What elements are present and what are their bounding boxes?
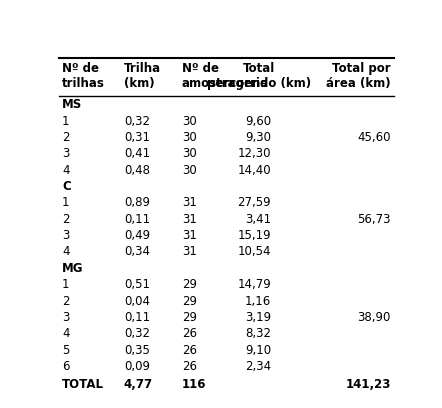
Text: 0,04: 0,04 bbox=[124, 295, 150, 308]
Text: 141,23: 141,23 bbox=[346, 378, 391, 391]
Text: 29: 29 bbox=[182, 311, 197, 324]
Text: 0,32: 0,32 bbox=[124, 327, 150, 340]
Text: 14,40: 14,40 bbox=[237, 164, 271, 177]
Text: 0,32: 0,32 bbox=[124, 115, 150, 128]
Text: 1: 1 bbox=[62, 115, 69, 128]
Text: 2: 2 bbox=[62, 295, 69, 308]
Text: 38,90: 38,90 bbox=[358, 311, 391, 324]
Text: 4: 4 bbox=[62, 246, 69, 259]
Text: 5: 5 bbox=[62, 344, 69, 357]
Text: 27,59: 27,59 bbox=[237, 197, 271, 209]
Text: 30: 30 bbox=[182, 115, 197, 128]
Text: 3,41: 3,41 bbox=[245, 213, 271, 226]
Text: 3: 3 bbox=[62, 311, 69, 324]
Text: 15,19: 15,19 bbox=[237, 229, 271, 242]
Text: 0,11: 0,11 bbox=[124, 311, 150, 324]
Text: 9,30: 9,30 bbox=[245, 131, 271, 144]
Text: 0,48: 0,48 bbox=[124, 164, 150, 177]
Text: 3: 3 bbox=[62, 229, 69, 242]
Text: 0,41: 0,41 bbox=[124, 147, 150, 160]
Text: 29: 29 bbox=[182, 295, 197, 308]
Text: 4,77: 4,77 bbox=[124, 378, 153, 391]
Text: 31: 31 bbox=[182, 213, 197, 226]
Text: 2: 2 bbox=[62, 131, 69, 144]
Text: Total
percorrido (km): Total percorrido (km) bbox=[207, 62, 311, 89]
Text: C: C bbox=[62, 180, 71, 193]
Text: 29: 29 bbox=[182, 278, 197, 291]
Text: Nº de
trilhas: Nº de trilhas bbox=[62, 62, 105, 89]
Text: 2: 2 bbox=[62, 213, 69, 226]
Text: 0,51: 0,51 bbox=[124, 278, 150, 291]
Text: 26: 26 bbox=[182, 360, 197, 373]
Text: 0,89: 0,89 bbox=[124, 197, 150, 209]
Text: Trilha
(km): Trilha (km) bbox=[124, 62, 161, 89]
Text: 31: 31 bbox=[182, 229, 197, 242]
Text: 14,79: 14,79 bbox=[237, 278, 271, 291]
Text: Nº de
amostragens: Nº de amostragens bbox=[182, 62, 268, 89]
Text: 1: 1 bbox=[62, 278, 69, 291]
Text: 0,11: 0,11 bbox=[124, 213, 150, 226]
Text: 116: 116 bbox=[182, 378, 206, 391]
Text: 0,35: 0,35 bbox=[124, 344, 150, 357]
Text: 30: 30 bbox=[182, 147, 197, 160]
Text: Total por
área (km): Total por área (km) bbox=[326, 62, 391, 89]
Text: 4: 4 bbox=[62, 164, 69, 177]
Text: 1,16: 1,16 bbox=[245, 295, 271, 308]
Text: 4: 4 bbox=[62, 327, 69, 340]
Text: 9,10: 9,10 bbox=[245, 344, 271, 357]
Text: 0,34: 0,34 bbox=[124, 246, 150, 259]
Text: MS: MS bbox=[62, 98, 82, 111]
Text: 30: 30 bbox=[182, 164, 197, 177]
Text: 56,73: 56,73 bbox=[358, 213, 391, 226]
Text: 31: 31 bbox=[182, 246, 197, 259]
Text: 10,54: 10,54 bbox=[237, 246, 271, 259]
Text: 0,09: 0,09 bbox=[124, 360, 150, 373]
Text: 0,31: 0,31 bbox=[124, 131, 150, 144]
Text: 45,60: 45,60 bbox=[358, 131, 391, 144]
Text: 8,32: 8,32 bbox=[245, 327, 271, 340]
Text: 2,34: 2,34 bbox=[245, 360, 271, 373]
Text: 6: 6 bbox=[62, 360, 69, 373]
Text: 1: 1 bbox=[62, 197, 69, 209]
Text: 26: 26 bbox=[182, 327, 197, 340]
Text: 3: 3 bbox=[62, 147, 69, 160]
Text: 26: 26 bbox=[182, 344, 197, 357]
Text: 12,30: 12,30 bbox=[237, 147, 271, 160]
Text: TOTAL: TOTAL bbox=[62, 378, 104, 391]
Text: 9,60: 9,60 bbox=[245, 115, 271, 128]
Text: 31: 31 bbox=[182, 197, 197, 209]
Text: MG: MG bbox=[62, 262, 84, 275]
Text: 0,49: 0,49 bbox=[124, 229, 150, 242]
Text: 30: 30 bbox=[182, 131, 197, 144]
Text: 3,19: 3,19 bbox=[245, 311, 271, 324]
